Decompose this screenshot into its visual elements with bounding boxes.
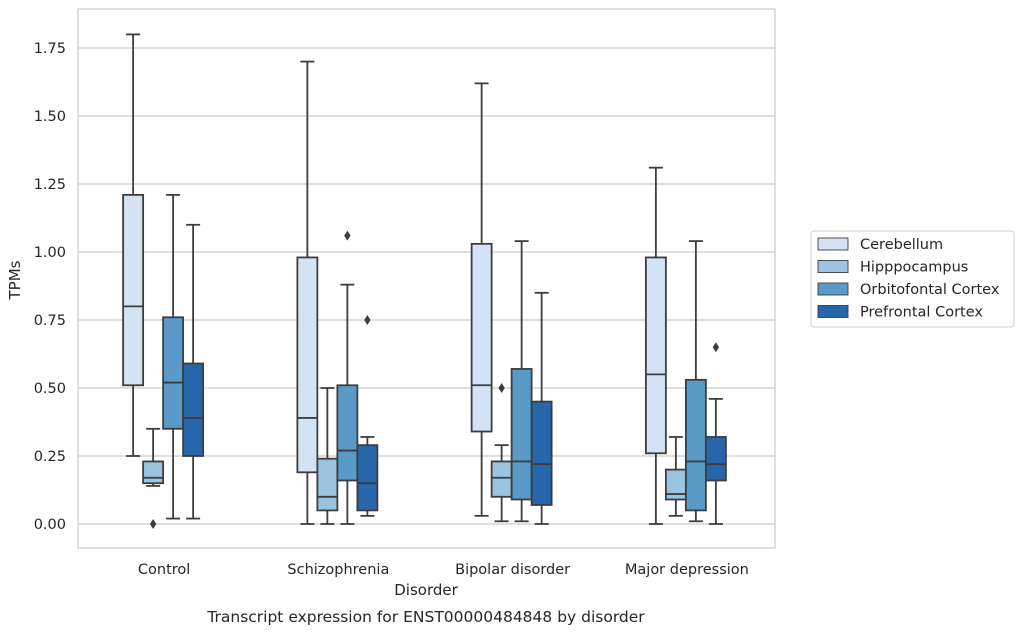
box-hipppocampus (142, 427, 165, 529)
box-body (296, 256, 319, 474)
box-cerebellum (122, 33, 145, 457)
outlier-point (149, 519, 157, 529)
y-tick-label: 0.75 (34, 313, 66, 329)
x-tick-label: Bipolar disorder (455, 562, 570, 578)
box-body (182, 362, 205, 457)
legend: Cerebellum Hipppocampus Orbitofontal Corte… (810, 230, 1015, 328)
box-cerebellum (470, 82, 493, 517)
x-tick-label: Schizophrenia (287, 562, 389, 578)
box-prefrontal-cortex (356, 315, 379, 517)
box-cerebellum (296, 60, 319, 525)
legend-swatch (817, 237, 849, 251)
box-hipppocampus (490, 383, 513, 523)
box-body (704, 436, 727, 482)
box-body (684, 378, 707, 512)
box-hipppocampus (316, 387, 339, 525)
box-orbitofontal-cortex (162, 193, 185, 520)
box-body (336, 384, 359, 482)
legend-label: Hipppocampus (860, 260, 968, 276)
x-tick-label: Major depression (625, 562, 749, 578)
legend-label: Prefrontal Cortex (860, 305, 983, 321)
x-tick-label: Control (138, 562, 190, 578)
y-axis-label: TPMs (6, 260, 24, 300)
legend-label: Orbitofontal Cortex (860, 282, 1000, 298)
outlier-point (498, 383, 505, 393)
x-tick-labels: Control Schizophrenia Bipolar disorder Majo… (138, 562, 749, 578)
box-prefrontal-cortex (530, 291, 553, 525)
box-body (470, 242, 493, 433)
box-body (664, 468, 687, 501)
y-tick-label: 1.00 (34, 245, 66, 261)
box-body (142, 460, 165, 485)
box-body (162, 316, 185, 430)
y-tick-label: 1.25 (34, 177, 66, 193)
legend-swatch (817, 282, 849, 296)
box-body (530, 400, 553, 506)
plot-area (77, 8, 776, 549)
box-prefrontal-cortex (704, 342, 727, 525)
box-body (510, 368, 533, 501)
legend-items: Cerebellum Hipppocampus Orbitofontal Corte… (817, 237, 1000, 321)
box-orbitofontal-cortex (336, 230, 359, 525)
legend-swatch (817, 305, 849, 318)
legend-swatch (817, 260, 849, 273)
y-tick-label: 1.75 (34, 41, 66, 57)
x-axis-label: Disorder (394, 581, 458, 599)
y-tick-label: 0.25 (34, 449, 66, 465)
box-orbitofontal-cortex (684, 240, 707, 523)
box-body (356, 444, 379, 512)
outlier-point (344, 230, 351, 241)
box-body (316, 457, 339, 512)
box-prefrontal-cortex (182, 223, 205, 520)
legend-frame (810, 230, 1015, 328)
legend-label: Cerebellum (860, 237, 943, 253)
box-body (490, 460, 513, 498)
box-body (122, 193, 145, 387)
y-tick-label: 1.50 (34, 109, 66, 125)
box-cerebellum (644, 166, 667, 525)
boxes (122, 33, 727, 529)
y-tick-label: 0.00 (34, 517, 66, 533)
chart-caption: Transcript expression for ENST0000048484… (206, 608, 645, 626)
outlier-point (712, 342, 720, 353)
box-body (644, 256, 667, 455)
outlier-point (364, 315, 371, 325)
y-tick-labels: 0.00 0.25 0.50 0.75 1.00 1.25 1.50 1.75 (34, 41, 66, 533)
y-tick-label: 0.50 (34, 381, 66, 397)
